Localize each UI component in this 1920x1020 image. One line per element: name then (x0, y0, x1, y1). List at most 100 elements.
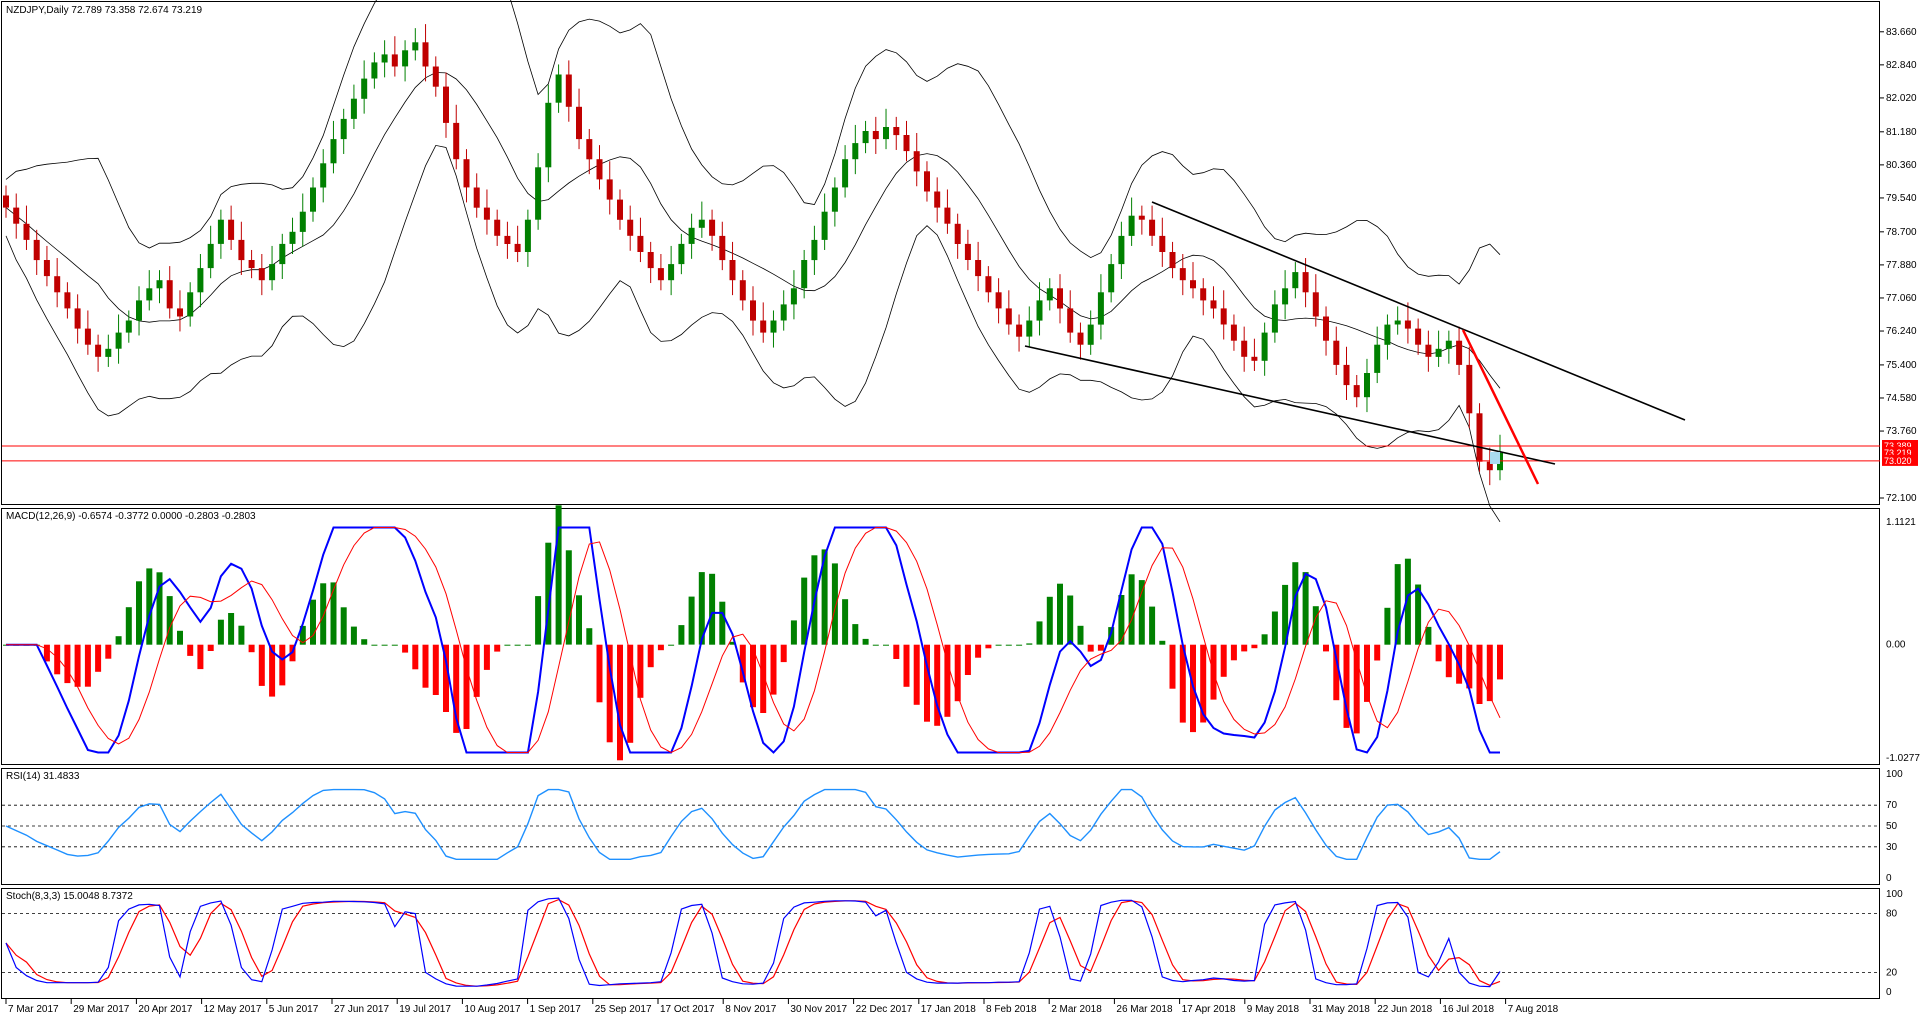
candle-body (1425, 344, 1432, 357)
macd-histogram-bar (371, 644, 378, 646)
candle-body (197, 268, 204, 293)
candle-body (33, 239, 40, 261)
macd-histogram-bar (801, 577, 808, 645)
candle-body (1179, 268, 1186, 281)
candle-body (627, 219, 634, 236)
candle-body (1323, 316, 1329, 341)
stoch-header: Stoch(8,3,3) 15.0048 8.7372 (6, 891, 133, 902)
candle-body (514, 243, 521, 252)
macd-histogram-bar (698, 572, 705, 645)
candle-body (698, 219, 705, 228)
macd-histogram-bar (350, 626, 357, 645)
candle-body (1312, 292, 1319, 317)
macd-histogram-bar (299, 625, 306, 645)
macd-histogram-bar (586, 628, 593, 645)
candle-body (187, 292, 194, 317)
macd-histogram-bar (1292, 562, 1299, 645)
time-axis-label: 10 Aug 2017 (464, 1004, 521, 1015)
price-axis-label: 79.540 (1886, 193, 1917, 204)
price-axis-label: 76.240 (1886, 326, 1917, 337)
stoch-signal-line (5, 898, 1501, 987)
macd-histogram-bar (1169, 644, 1176, 689)
candle-body (238, 239, 245, 261)
macd-histogram-bar (1445, 644, 1452, 678)
time-axis-label: 5 Jun 2017 (269, 1004, 319, 1015)
macd-histogram-bar (1425, 626, 1432, 645)
time-axis-label: 8 Nov 2017 (725, 1004, 777, 1015)
bollinger-middle (5, 72, 1501, 389)
candle-body (1067, 308, 1074, 333)
candle-body (1087, 324, 1094, 345)
candle-body (1149, 219, 1156, 236)
macd-histogram-bar (238, 625, 245, 645)
macd-histogram-bar (627, 644, 634, 743)
candle-body (13, 207, 20, 224)
candle-body (1486, 461, 1493, 471)
macd-histogram-bar (1087, 644, 1094, 652)
candle-body (64, 292, 71, 309)
macd-histogram-bar (1302, 572, 1309, 645)
candle-body (177, 308, 183, 317)
macd-histogram-bar (1077, 625, 1084, 645)
stoch-axis-label: 100 (1886, 889, 1903, 900)
macd-histogram-bar (709, 573, 716, 645)
candle-body (95, 344, 102, 357)
candle-body (668, 264, 675, 281)
macd-signal-line (6, 527, 1501, 754)
macd-histogram-bar (1364, 644, 1370, 702)
candle-body (1435, 348, 1442, 357)
macd-histogram-bar (565, 550, 572, 645)
candle-body (1302, 272, 1309, 293)
candle-body (3, 195, 9, 208)
macd-histogram-bar (872, 644, 879, 646)
candle-body (780, 304, 787, 321)
candle-body (1220, 308, 1227, 325)
candle-body (432, 66, 439, 87)
macd-histogram-bar (514, 644, 521, 646)
candle-body (330, 139, 337, 164)
candle-body (1036, 300, 1043, 321)
macd-histogram-bar (125, 607, 132, 645)
candle-body (1343, 364, 1350, 386)
macd-histogram-bar (340, 607, 347, 645)
candle-body (1230, 324, 1237, 341)
candle-body (299, 211, 306, 232)
macd-histogram-bar (729, 641, 736, 645)
macd-histogram-bar (381, 644, 388, 646)
candle-body (258, 268, 265, 281)
candle-body (1159, 235, 1166, 252)
rsi-header: RSI(14) 31.4833 (6, 771, 80, 782)
time-axis-label: 25 Sep 2017 (595, 1004, 652, 1015)
macd-histogram-bar (1261, 634, 1268, 645)
macd-histogram-bar (1415, 584, 1422, 645)
candle-body (790, 288, 797, 305)
macd-histogram-bar (1435, 644, 1442, 662)
candle-body (545, 102, 552, 168)
candle-body (1292, 272, 1299, 289)
candle-body (617, 199, 623, 220)
macd-histogram-bar (217, 619, 224, 645)
candle-body (483, 207, 490, 220)
macd-histogram-bar (1067, 595, 1074, 645)
candle-body (954, 223, 961, 244)
candle-body (883, 127, 889, 140)
macd-histogram-bar (1394, 564, 1401, 645)
macd-histogram-bar (1220, 644, 1227, 677)
macd-histogram-bar (668, 644, 675, 646)
price-axis-label: 81.180 (1886, 127, 1917, 138)
macd-histogram-bar (248, 644, 255, 653)
candle-body (872, 131, 879, 140)
time-axis-label: 22 Jun 2018 (1377, 1004, 1432, 1015)
macd-histogram-bar (1466, 644, 1473, 689)
macd-histogram-bar (862, 638, 869, 645)
candle-body (657, 268, 664, 281)
macd-histogram-bar (136, 581, 142, 645)
macd-histogram-bar (43, 644, 50, 662)
macd-histogram-bar (330, 582, 337, 645)
candle-body (1057, 288, 1063, 309)
highlight-box (1490, 452, 1500, 464)
stoch-panel-frame (1, 888, 1880, 999)
time-axis-label: 22 Dec 2017 (856, 1004, 913, 1015)
candle-body (279, 243, 286, 265)
